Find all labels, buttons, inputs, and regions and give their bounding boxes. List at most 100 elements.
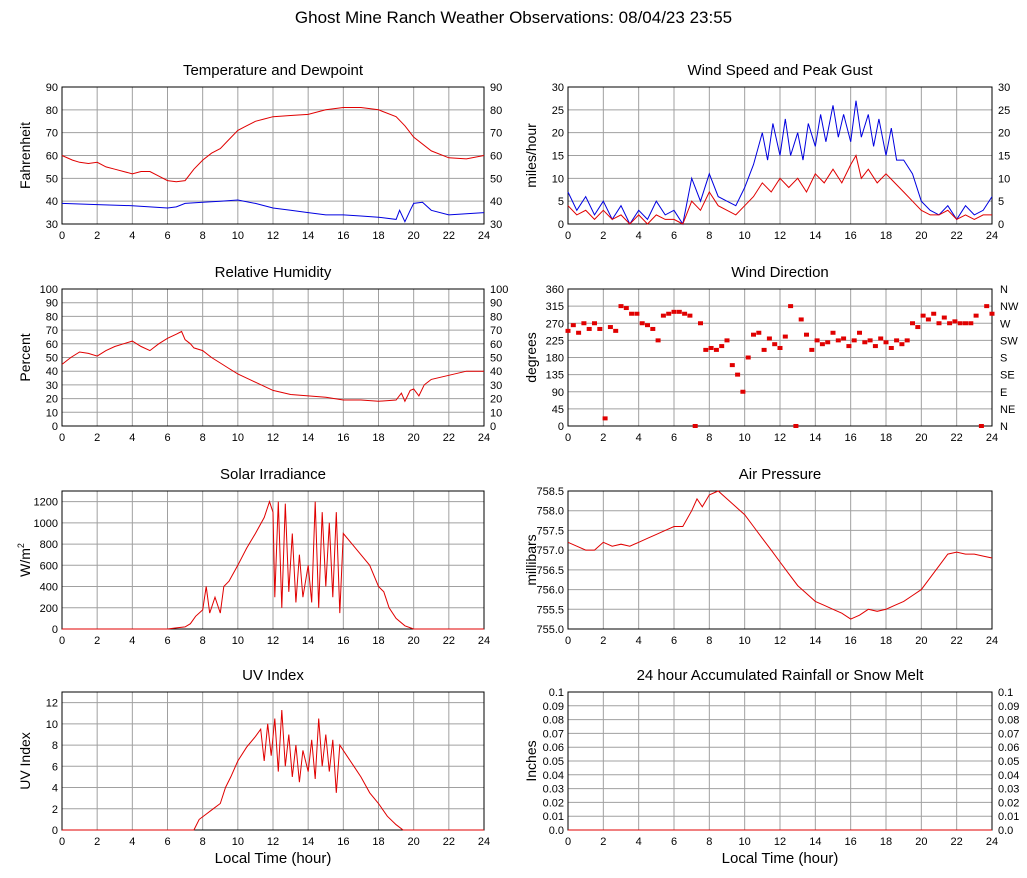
y-right-tick-label: 0.07 [998, 728, 1019, 740]
x-tick-label: 6 [671, 432, 677, 444]
page-title: Ghost Mine Ranch Weather Observations: 0… [294, 8, 733, 27]
y-right-tick-label: 0.08 [998, 715, 1019, 727]
x-tick-label: 12 [774, 836, 786, 848]
y-right-tick-label: 70 [490, 325, 502, 337]
y-tick-label: 1000 [34, 518, 58, 530]
y-right-tick-label: 50 [490, 173, 502, 185]
y-tick-label: 756.0 [536, 585, 564, 597]
x-tick-label: 6 [671, 836, 677, 848]
y-tick-label: 4 [52, 783, 58, 795]
data-point [846, 344, 852, 349]
y-tick-label: 70 [46, 325, 58, 337]
x-tick-label: 8 [200, 230, 206, 242]
chart-title: 24 hour Accumulated Rainfall or Snow Mel… [637, 667, 925, 684]
y-right-tick-label: 0.06 [998, 742, 1019, 754]
y-axis-label: Percent [17, 333, 33, 381]
x-tick-label: 4 [129, 432, 135, 444]
x-tick-label: 2 [94, 836, 100, 848]
data-point [830, 330, 836, 335]
y-right-tick-label: 0.0 [998, 825, 1013, 837]
plot-frame [567, 490, 993, 630]
compass-label: N [1000, 421, 1008, 433]
data-point [745, 355, 751, 360]
data-point [682, 311, 688, 316]
y-tick-label: 400 [40, 582, 58, 594]
x-tick-label: 14 [809, 635, 821, 647]
x-tick-label: 18 [880, 635, 892, 647]
y-tick-label: 225 [546, 335, 564, 347]
data-point [957, 321, 963, 326]
data-point [687, 313, 693, 318]
data-point [894, 338, 900, 343]
y-tick-label: 800 [40, 539, 58, 551]
y-tick-label: 20 [46, 394, 58, 406]
plot-frame [567, 86, 993, 225]
x-axis-label: Local Time (hour) [215, 850, 332, 867]
x-tick-label: 4 [129, 836, 135, 848]
data-point [607, 325, 613, 330]
x-tick-label: 8 [200, 635, 206, 647]
chart-title: UV Index [242, 667, 304, 684]
data-point [925, 317, 931, 322]
chart-title: Relative Humidity [215, 264, 332, 281]
y-right-tick-label: 0.04 [998, 770, 1019, 782]
x-tick-label: 18 [372, 230, 384, 242]
data-point [825, 340, 831, 345]
x-tick-label: 0 [565, 432, 571, 444]
compass-label: W [1000, 318, 1011, 330]
y-tick-label: 755.0 [536, 624, 564, 636]
x-tick-label: 22 [443, 635, 455, 647]
x-tick-label: 22 [443, 836, 455, 848]
x-tick-label: 4 [129, 635, 135, 647]
y-tick-label: 15 [552, 151, 564, 163]
y-axis-label-superscript: 2 [16, 543, 26, 548]
data-point [793, 424, 799, 428]
data-point [581, 321, 587, 326]
x-tick-label: 6 [164, 635, 170, 647]
chart-title: Temperature and Dewpoint [183, 62, 364, 79]
y-tick-label: 100 [40, 284, 58, 296]
x-tick-label: 2 [94, 230, 100, 242]
data-point [782, 334, 788, 339]
x-tick-label: 14 [302, 230, 314, 242]
chart-rain: 0 2 4 6 8 10 12 14 16 18 20 22 240.0 0.00.01 0.010.02 0… [523, 667, 1019, 867]
y-tick-label: 0 [52, 825, 58, 837]
y-tick-label: 135 [546, 370, 564, 382]
y-right-tick-label: 0.01 [998, 811, 1019, 823]
y-tick-label: 10 [552, 173, 564, 185]
y-axis-label: degrees [523, 332, 539, 383]
data-point [671, 309, 677, 314]
y-tick-label: 758.0 [536, 506, 564, 518]
x-tick-label: 24 [986, 635, 998, 647]
x-tick-label: 14 [302, 635, 314, 647]
y-tick-label: 0 [558, 219, 564, 231]
x-tick-label: 10 [739, 836, 751, 848]
y-tick-label: 756.5 [536, 565, 564, 577]
x-tick-label: 18 [880, 432, 892, 444]
y-axis-label: Inches [523, 740, 539, 781]
data-point [947, 321, 953, 326]
data-point [565, 328, 571, 333]
y-axis-label: W/m2 [16, 543, 33, 577]
data-point [772, 342, 778, 347]
data-point [920, 313, 926, 318]
x-tick-label: 12 [774, 635, 786, 647]
x-tick-label: 0 [59, 836, 65, 848]
x-tick-label: 14 [809, 836, 821, 848]
data-point [576, 330, 582, 335]
data-point [984, 304, 990, 309]
data-point [857, 330, 862, 335]
data-point [809, 347, 815, 352]
data-point [713, 347, 719, 352]
y-tick-label: 25 [552, 105, 564, 117]
data-point [666, 311, 672, 316]
x-tick-label: 8 [200, 836, 206, 848]
x-tick-label: 20 [915, 230, 927, 242]
y-tick-label: 757.5 [536, 525, 564, 537]
x-tick-label: 8 [706, 836, 712, 848]
y-tick-label: 90 [552, 387, 564, 399]
data-point [623, 306, 629, 311]
x-tick-label: 18 [372, 836, 384, 848]
